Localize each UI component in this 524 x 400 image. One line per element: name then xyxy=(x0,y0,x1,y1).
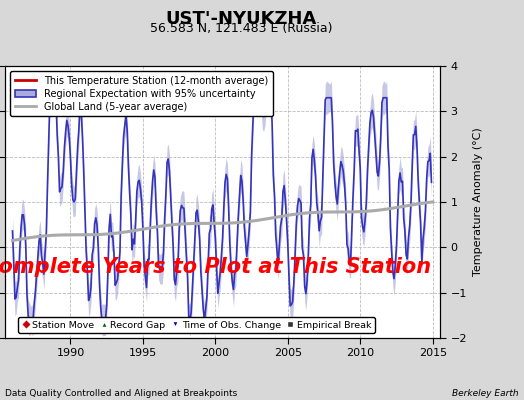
Text: 56.583 N, 121.483 E (Russia): 56.583 N, 121.483 E (Russia) xyxy=(150,22,332,35)
Text: Data Quality Controlled and Aligned at Breakpoints: Data Quality Controlled and Aligned at B… xyxy=(5,389,237,398)
Text: Berkeley Earth: Berkeley Earth xyxy=(452,389,519,398)
Text: No Complete Years to Plot at This Station: No Complete Years to Plot at This Statio… xyxy=(0,257,431,277)
Y-axis label: Temperature Anomaly (°C): Temperature Anomaly (°C) xyxy=(473,128,483,276)
Text: UST'-NYUKZHA: UST'-NYUKZHA xyxy=(166,10,316,28)
Legend: Station Move, Record Gap, Time of Obs. Change, Empirical Break: Station Move, Record Gap, Time of Obs. C… xyxy=(18,317,375,333)
